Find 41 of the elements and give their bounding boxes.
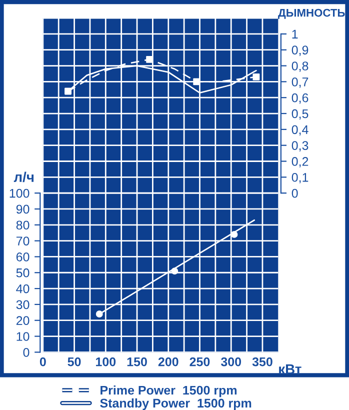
point [171, 268, 178, 275]
y2-tick-label: 0,6 [292, 93, 308, 104]
y2-tick-label: 0,2 [292, 157, 308, 168]
legend-label: Standby Power 1500 rpm [100, 398, 252, 410]
y-tick-label: 90 [16, 204, 30, 214]
y-tick-label: 20 [16, 316, 30, 326]
y-tick-label: 30 [16, 300, 30, 310]
y2-tick-label: 0,3 [292, 141, 308, 152]
y2-tick-label: 1 [292, 30, 298, 38]
y2-tick-label: 0,7 [292, 77, 308, 88]
point [193, 78, 200, 86]
x-tick-label: 150 [127, 357, 147, 366]
x-tick-label: 50 [68, 357, 81, 366]
y-tick-label: 40 [16, 284, 30, 294]
y2-axis-title: ДЫМНОСТЬ [278, 8, 345, 19]
y-tick-label: 50 [16, 268, 30, 278]
y-tick-label: 10 [16, 332, 30, 341]
y-tick-label: 70 [16, 236, 30, 246]
y-tick-label: 80 [16, 220, 30, 230]
x-tick-label: 100 [96, 357, 116, 366]
y2-tick-label: 0,1 [292, 172, 308, 184]
y2-tick-label: 0,4 [292, 125, 308, 136]
y2-tick-label: 0,9 [292, 46, 308, 56]
point [252, 73, 260, 80]
x-tick-label: 250 [190, 357, 210, 366]
y-tick-label: 100 [10, 188, 30, 198]
x-tick-label: 350 [252, 357, 272, 366]
point [230, 230, 238, 238]
point [96, 310, 103, 318]
legend-label: Prime Power 1500 rpm [100, 386, 237, 398]
y2-tick-label: 0,5 [292, 109, 308, 120]
point [64, 88, 72, 95]
x-axis-title: кВт [279, 364, 302, 374]
x-tick-label: 300 [220, 357, 242, 366]
x-tick-label: 200 [158, 357, 178, 366]
x-tick-label: 0 [40, 357, 46, 366]
y2-tick-label: 0,8 [292, 62, 308, 72]
y-tick-label: 0 [23, 348, 30, 357]
y2-tick-label: 0 [292, 188, 298, 198]
y-axis-title: л/ч [14, 172, 34, 182]
y-tick-label: 60 [16, 252, 30, 262]
